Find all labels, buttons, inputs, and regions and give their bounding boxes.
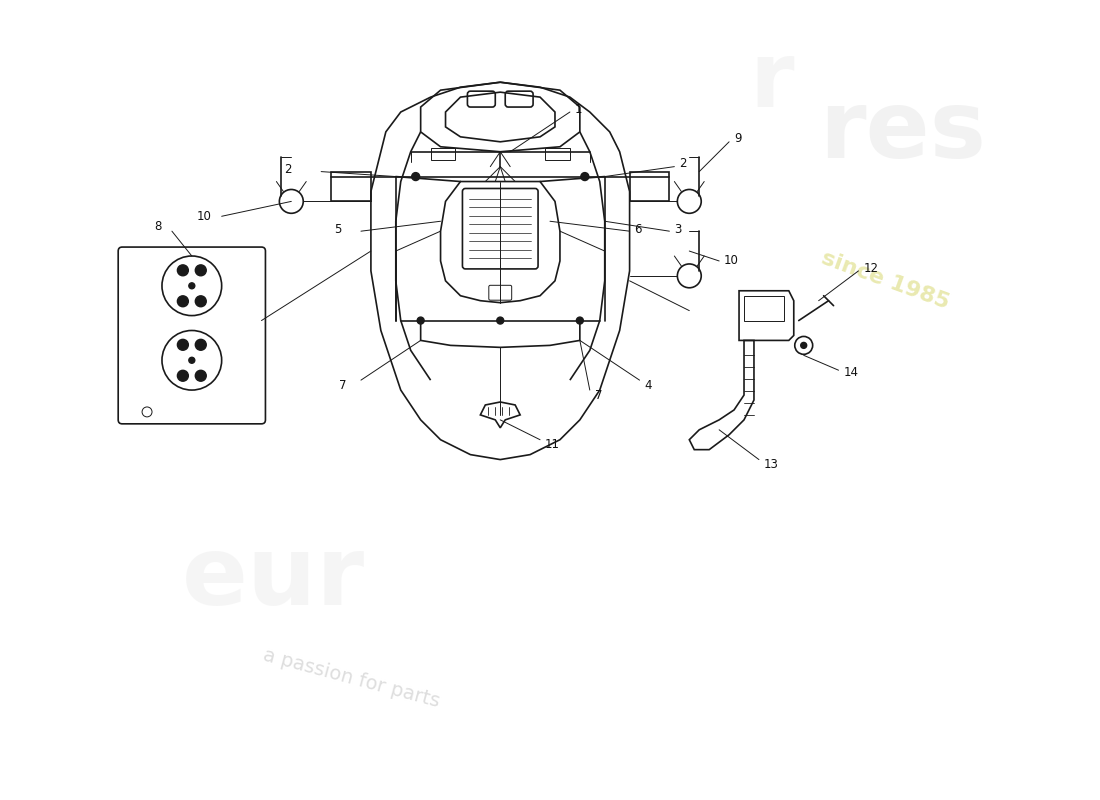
Text: 14: 14	[844, 366, 858, 378]
Text: 1: 1	[575, 102, 582, 115]
Circle shape	[177, 370, 188, 382]
Circle shape	[189, 283, 195, 289]
Text: res: res	[818, 86, 986, 178]
Circle shape	[177, 265, 188, 276]
Bar	[544, 148, 570, 160]
Circle shape	[576, 317, 583, 324]
Bar	[430, 148, 455, 160]
Circle shape	[497, 317, 504, 324]
Text: 13: 13	[763, 458, 779, 471]
Text: eur: eur	[182, 532, 365, 626]
Text: 5: 5	[333, 222, 341, 236]
Text: 10: 10	[724, 254, 739, 267]
Circle shape	[411, 173, 420, 181]
Text: 2: 2	[284, 163, 292, 176]
Circle shape	[581, 173, 589, 181]
Circle shape	[196, 296, 206, 306]
Circle shape	[801, 342, 806, 348]
Circle shape	[177, 296, 188, 306]
Text: 7: 7	[595, 389, 603, 402]
Text: 7: 7	[339, 378, 346, 392]
Text: 9: 9	[734, 132, 741, 146]
Bar	[744, 296, 784, 321]
Text: r: r	[749, 38, 793, 126]
Text: 12: 12	[864, 262, 879, 275]
Text: 6: 6	[635, 222, 642, 236]
Circle shape	[417, 317, 425, 324]
Circle shape	[196, 265, 206, 276]
Text: 3: 3	[674, 222, 682, 236]
Circle shape	[177, 339, 188, 350]
Circle shape	[189, 358, 195, 363]
Text: 10: 10	[197, 210, 211, 222]
Text: a passion for parts: a passion for parts	[261, 646, 441, 711]
Text: since 1985: since 1985	[818, 249, 952, 314]
Text: 4: 4	[645, 378, 652, 392]
Circle shape	[196, 370, 206, 382]
Text: 8: 8	[155, 220, 162, 233]
Text: 11: 11	[544, 438, 560, 451]
Circle shape	[196, 339, 206, 350]
Text: 2: 2	[680, 157, 686, 170]
